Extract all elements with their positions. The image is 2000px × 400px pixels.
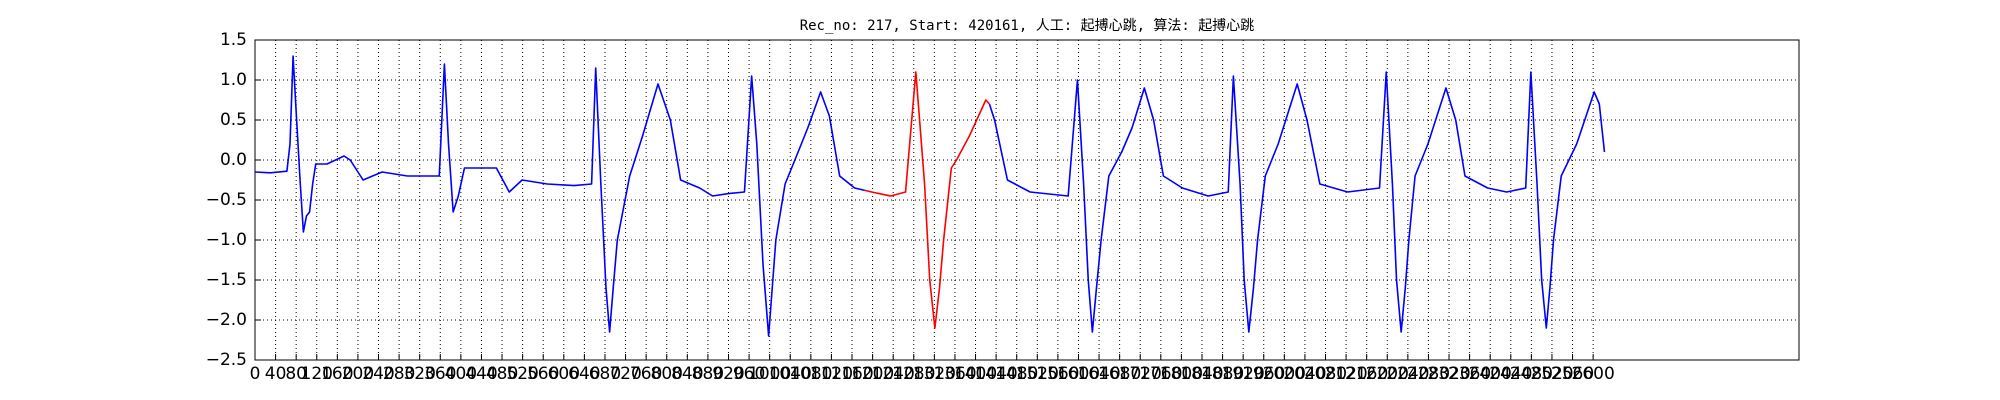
y-tick-label: −0.5 bbox=[206, 190, 247, 210]
x-tick-label: 1640 bbox=[1077, 364, 1120, 384]
x-tick-label: 520 bbox=[506, 364, 538, 384]
x-tick-label: 960 bbox=[733, 364, 765, 384]
x-tick-label: 1760 bbox=[1139, 364, 1182, 384]
x-tick-label: 920 bbox=[712, 364, 744, 384]
x-tick-label: 760 bbox=[630, 364, 662, 384]
x-tick-label: 720 bbox=[609, 364, 641, 384]
x-tick-label: 1880 bbox=[1201, 364, 1244, 384]
x-tick-label: 2440 bbox=[1489, 364, 1532, 384]
x-tick-label: 2320 bbox=[1427, 364, 1470, 384]
x-tick-label: 1320 bbox=[913, 364, 956, 384]
x-tick-label: 2040 bbox=[1283, 364, 1326, 384]
y-tick-label: −2.5 bbox=[206, 350, 247, 370]
x-tick-label: 80 bbox=[285, 364, 307, 384]
x-tick-label: 320 bbox=[403, 364, 435, 384]
x-tick-label: 1000 bbox=[748, 364, 791, 384]
ecg-line bbox=[254, 55, 1606, 337]
x-tick-label: 640 bbox=[568, 364, 600, 384]
x-tick-label: 2560 bbox=[1551, 364, 1594, 384]
plot-frame bbox=[254, 39, 1800, 361]
x-tick-label: 1920 bbox=[1222, 364, 1265, 384]
x-tick-label: 2160 bbox=[1345, 364, 1388, 384]
x-tick-label: 120 bbox=[301, 364, 333, 384]
y-tick-label: −1.5 bbox=[206, 270, 247, 290]
x-tick-label: 240 bbox=[362, 364, 394, 384]
x-tick-label: 880 bbox=[692, 364, 724, 384]
x-tick-label: 600 bbox=[548, 364, 580, 384]
x-tick-label: 400 bbox=[445, 364, 477, 384]
y-tick-label: −1.0 bbox=[206, 230, 247, 250]
x-tick-label: 1680 bbox=[1098, 364, 1141, 384]
x-tick-label: 2360 bbox=[1448, 364, 1491, 384]
x-tick-label: 1480 bbox=[995, 364, 1038, 384]
x-tick-label: 1280 bbox=[892, 364, 935, 384]
x-tick-label: 1160 bbox=[830, 364, 873, 384]
x-tick-label: 560 bbox=[527, 364, 559, 384]
x-tick-label: 1520 bbox=[1016, 364, 1059, 384]
x-tick-label: 200 bbox=[342, 364, 374, 384]
x-tick-label: 1240 bbox=[872, 364, 915, 384]
x-tick-label: 1400 bbox=[954, 364, 997, 384]
y-tick-label: −2.0 bbox=[206, 310, 247, 330]
x-tick-label: 40 bbox=[265, 364, 287, 384]
x-tick-label: 1200 bbox=[851, 364, 894, 384]
ecg-line bbox=[864, 71, 991, 329]
x-tick-label: 1360 bbox=[933, 364, 976, 384]
x-tick-label: 1800 bbox=[1160, 364, 1203, 384]
x-tick-label: 440 bbox=[465, 364, 497, 384]
y-tick-label: 0.5 bbox=[220, 110, 247, 130]
x-tick-label: 2240 bbox=[1386, 364, 1429, 384]
x-tick-label: 0 bbox=[250, 364, 261, 384]
x-tick-label: 2480 bbox=[1510, 364, 1553, 384]
y-tick-label: 1.5 bbox=[220, 30, 247, 50]
x-tick-label: 680 bbox=[589, 364, 621, 384]
x-tick-label: 2520 bbox=[1530, 364, 1573, 384]
x-tick-label: 1840 bbox=[1180, 364, 1223, 384]
x-tick-label: 1440 bbox=[974, 364, 1017, 384]
x-tick-label: 1600 bbox=[1057, 364, 1100, 384]
chart-title: Rec_no: 217, Start: 420161, 人工: 起搏心跳, 算法… bbox=[800, 17, 1255, 34]
x-tick-label: 1080 bbox=[789, 364, 832, 384]
x-tick-label: 2280 bbox=[1407, 364, 1450, 384]
x-tick-label: 1560 bbox=[1036, 364, 1079, 384]
x-tick-label: 840 bbox=[671, 364, 703, 384]
y-tick-label: 0.0 bbox=[220, 150, 247, 170]
x-tick-label: 1720 bbox=[1119, 364, 1162, 384]
x-tick-label: 2400 bbox=[1469, 364, 1512, 384]
x-tick-label: 1960 bbox=[1242, 364, 1285, 384]
x-tick-label: 2000 bbox=[1263, 364, 1306, 384]
x-tick-label: 480 bbox=[486, 364, 518, 384]
x-tick-label: 2600 bbox=[1572, 364, 1615, 384]
x-tick-label: 2200 bbox=[1366, 364, 1409, 384]
x-tick-label: 280 bbox=[383, 364, 415, 384]
y-tick-label: 1.0 bbox=[220, 70, 247, 90]
x-tick-label: 1120 bbox=[810, 364, 853, 384]
x-tick-label: 360 bbox=[424, 364, 456, 384]
x-tick-label: 2080 bbox=[1304, 364, 1347, 384]
x-tick-label: 1040 bbox=[769, 364, 812, 384]
x-tick-label: 800 bbox=[651, 364, 683, 384]
x-tick-label: 160 bbox=[321, 364, 353, 384]
x-tick-label: 2120 bbox=[1324, 364, 1367, 384]
